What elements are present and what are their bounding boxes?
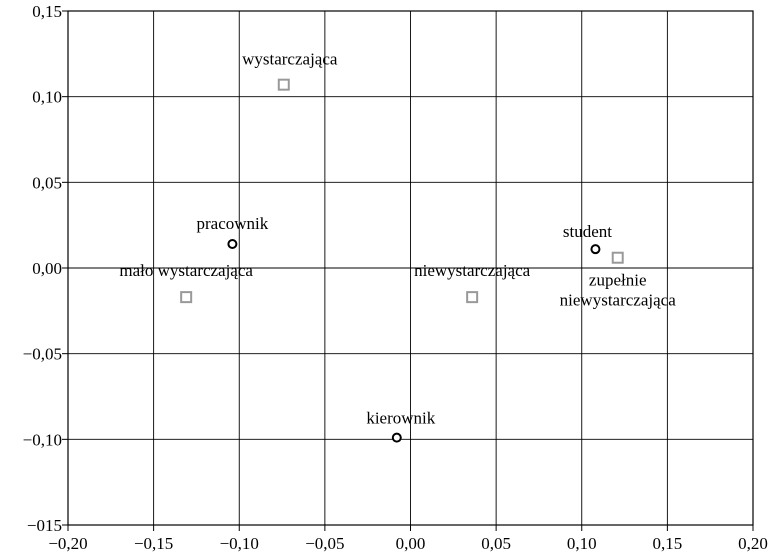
point-label: wystarczająca: [242, 50, 338, 69]
y-axis-ticks: −015 −0,10 −0,05 0,00 0,05 0,10 0,15: [23, 2, 62, 535]
x-tick-label: 0,15: [653, 534, 683, 553]
x-axis-ticks: −0,20 −0,15 −0,10 −0,05 0,00 0,05 0,10 0,15 0,20: [48, 534, 768, 553]
x-tick-label: 0,20: [738, 534, 768, 553]
point-label: zupełnie niewystarczająca: [560, 271, 677, 310]
x-tick-label: −0,10: [220, 534, 259, 553]
y-tick-label: 0,05: [32, 173, 62, 192]
point-marker-circle: [391, 432, 402, 443]
point-marker-square: [611, 251, 624, 264]
y-tick-label: −015: [27, 516, 62, 535]
point-label: kierownik: [366, 409, 435, 428]
point-marker-circle: [227, 239, 238, 250]
point-marker-circle: [590, 244, 601, 255]
x-tick-label: −0,20: [48, 534, 87, 553]
point-marker-square: [277, 78, 290, 91]
x-tick-label: −0,15: [134, 534, 173, 553]
data-points: [180, 78, 624, 443]
y-tick-label: 0,10: [32, 88, 62, 107]
point-label: niewystarczająca: [414, 261, 531, 280]
x-tick-label: −0,05: [305, 534, 344, 553]
point-marker-square: [466, 291, 479, 304]
y-tick-label: −0,10: [23, 430, 62, 449]
point-marker-square: [180, 291, 193, 304]
x-tick-label: 0,10: [567, 534, 597, 553]
x-tick-label: 0,05: [481, 534, 511, 553]
point-label: student: [563, 222, 612, 241]
point-label: pracownik: [197, 214, 269, 233]
y-tick-label: 0,00: [32, 259, 62, 278]
x-tick-label: 0,00: [396, 534, 426, 553]
plot-area-border: [67, 10, 754, 526]
point-labels: pracownik student kierownik wystarczająca ma…: [119, 50, 676, 428]
y-tick-label: −0,05: [23, 345, 62, 364]
point-label: mało wystarczająca: [119, 261, 253, 280]
y-tick-label: 0,15: [32, 2, 62, 21]
